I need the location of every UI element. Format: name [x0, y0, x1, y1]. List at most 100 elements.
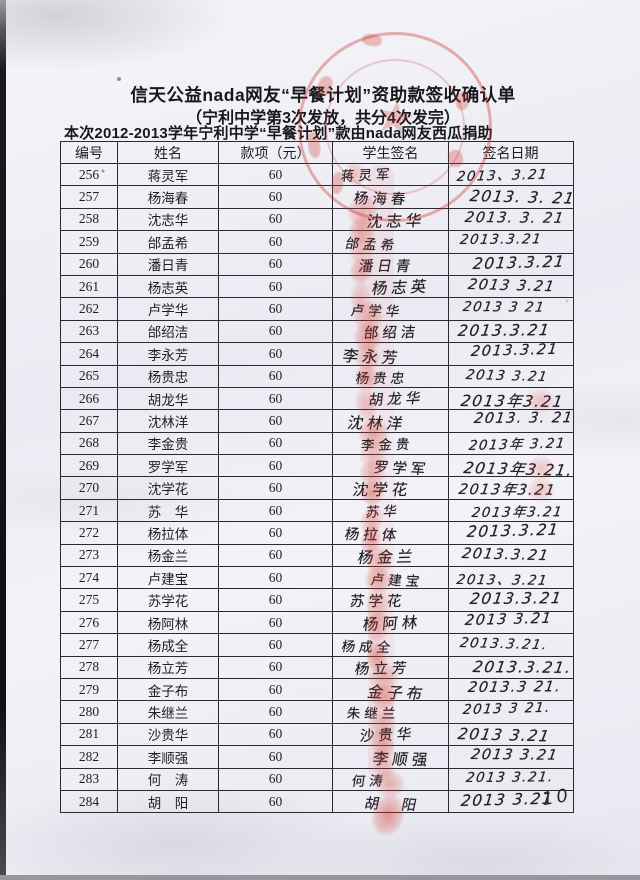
name-cell: 杨拉体 — [118, 522, 219, 544]
amount-cell: 60 — [219, 701, 333, 723]
table-row: 284 胡 阳 60 胡 阳 2013 3.21 — [61, 779, 573, 851]
handwritten-signature: 何涛 — [350, 772, 388, 790]
amount-cell: 60 — [219, 522, 333, 544]
scan-speckles — [6, 0, 8, 2]
handwritten-signature: 卢学华 — [349, 303, 405, 321]
handwritten-signature: 杨成全 — [340, 639, 396, 657]
handwritten-date: 2013.3.21 — [458, 231, 544, 249]
table-row: 273 杨金兰 60 杨金兰 2013.3.21 — [61, 536, 573, 584]
signature-cell: 胡龙华 — [333, 377, 449, 431]
row-number-cell: 269 — [61, 455, 118, 477]
handwritten-date: 2013.3.21 — [456, 320, 552, 340]
date-cell: 2013.3.21 — [449, 589, 572, 610]
amount-cell: 60 — [219, 790, 333, 813]
name-cell: 胡 阳 — [118, 790, 219, 813]
amount-cell: 60 — [219, 723, 333, 746]
name-cell: 沈学花 — [118, 477, 219, 499]
handwritten-signature: 卢建宝 — [369, 572, 425, 591]
amount-cell: 60 — [219, 164, 333, 186]
signature-cell: 李永芳 — [333, 335, 449, 379]
row-number-cell: 261 — [61, 275, 118, 298]
date-cell: 2013.3.21 — [449, 342, 572, 364]
row-number-cell: 277 — [61, 634, 118, 656]
amount-cell: 60 — [219, 477, 333, 499]
row-number-cell: 265 — [61, 365, 118, 387]
amount-cell: 60 — [219, 275, 333, 298]
amount-cell: 60 — [219, 746, 333, 768]
document-subtitle: （宁利中学第3次发放，共分4次发完） — [186, 110, 460, 127]
signature-cell: 杨金兰 — [333, 536, 449, 584]
column-header: 款项（元） — [219, 142, 333, 163]
handwritten-signature: 杨志英 — [370, 277, 432, 299]
table-row: 267 沈林洋 60 沈林洋 2013. 3. 21 — [61, 407, 575, 461]
table-row: 263 邰绍洁 60 邰绍洁 2013.3.21 — [61, 315, 573, 360]
document-title: 信天公益nada网友“早餐计划”资助款签收确认单 — [130, 85, 516, 105]
signature-cell: 杨志英 — [333, 271, 449, 324]
row-number-cell: 271 — [61, 499, 118, 522]
handwritten-date: 2013. 3. 21 — [472, 410, 575, 428]
handwritten-signature: 杨贵忠 — [354, 370, 410, 387]
fingerprint-stamp — [357, 779, 419, 851]
table-row: 269 罗学军 60 罗学军 2013年3.21. — [61, 449, 575, 499]
date-cell: 2013 3.21 — [449, 366, 572, 387]
signature-cell: 杨拉体 — [333, 515, 449, 565]
date-cell: 2013 3.21 — [449, 276, 572, 297]
handwritten-signature: 沈志华 — [365, 211, 427, 231]
table-row: 281 沙贵华 60 沙贵华 2013 3.21 — [61, 717, 573, 770]
signature-cell: 朱继兰 — [333, 696, 449, 751]
row-number-cell: 272 — [61, 522, 118, 544]
date-cell: 2013. 3. 21 — [449, 410, 575, 431]
row-number-cell: 276 — [61, 611, 118, 634]
name-cell: 苏学花 — [118, 589, 219, 611]
table-body: 256 蒋灵军 60 蒋灵军 2013、3.21 257 杨海春 60 杨海春 2013. 3. … — [61, 152, 577, 851]
signature-cell: 邰绍洁 — [333, 315, 449, 360]
signature-cell: 卢建宝 — [333, 559, 449, 601]
row-number-cell: 264 — [61, 343, 118, 365]
amount-cell: 60 — [219, 320, 333, 343]
handwritten-date: 2013 3 21. — [462, 700, 552, 719]
amount-cell: 60 — [219, 343, 333, 365]
amount-cell: 60 — [219, 186, 333, 208]
handwritten-signature: 杨立芳 — [353, 660, 412, 678]
handwritten-date: 2013.3 21. — [466, 679, 563, 696]
row-number-cell: 263 — [61, 320, 118, 343]
amount-cell: 60 — [219, 231, 333, 253]
row-number-cell: 256 — [61, 164, 118, 186]
signature-cell: 沈林洋 — [333, 407, 449, 461]
handwritten-signature: 沈学花 — [351, 481, 413, 500]
table-row: 282 李顺强 60 李顺强 2013 3.21 — [61, 738, 573, 788]
row-number-cell: 257 — [61, 186, 118, 208]
row-number-cell: 281 — [61, 723, 118, 746]
handwritten-date: 2013、3.21 — [455, 166, 550, 186]
table-row: 268 李金贵 60 李金贵 2013年 3.21 — [61, 427, 573, 480]
name-cell: 卢建宝 — [118, 567, 219, 589]
seal-text-fragment — [361, 32, 383, 48]
table-row: 277 杨成全 60 杨成全 2013.3.21. — [61, 634, 573, 679]
handwritten-date: 2013 3 21 — [461, 299, 547, 317]
date-cell: 2013.3.21 — [449, 521, 572, 543]
amount-cell: 60 — [219, 455, 333, 477]
signature-cell: 杨成全 — [333, 634, 449, 679]
name-cell: 杨海春 — [118, 186, 219, 208]
name-cell: 金子布 — [118, 678, 219, 701]
row-number-cell: 279 — [61, 678, 118, 701]
name-cell: 杨立芳 — [118, 656, 219, 678]
handwritten-signature: 杨海春 — [352, 191, 411, 209]
date-cell: 2013年3.21 — [449, 383, 572, 418]
name-cell: 何 涛 — [118, 768, 219, 790]
signature-table: 编号 姓名 款项（元） 学生签名 签名日期 256 蒋灵军 60 蒋灵军 2013、3.21 25… — [60, 141, 577, 851]
name-cell: 李永芳 — [118, 343, 219, 365]
date-cell: 2013、3.21 — [449, 164, 572, 185]
handwritten-signature: 杨阿林 — [362, 613, 423, 634]
paper-sheet: 信天公益nada网友“早餐计划”资助款签收确认单 （宁利中学第3次发放，共分4次… — [6, 0, 640, 875]
signature-cell: 李顺强 — [333, 738, 449, 788]
date-cell: 2013、3.21 — [449, 567, 572, 589]
date-cell: 2013.3.21 — [449, 231, 572, 252]
row-number-cell: 267 — [61, 410, 118, 432]
handwritten-signature: 罗学军 — [372, 460, 431, 479]
handwritten-signature: 胡龙华 — [367, 390, 426, 409]
table-header-row: 编号 姓名 款项（元） 学生签名 签名日期 — [61, 142, 573, 164]
handwritten-signature: 潘日青 — [357, 258, 416, 275]
handwritten-date: 2013.3.21. — [471, 657, 574, 677]
